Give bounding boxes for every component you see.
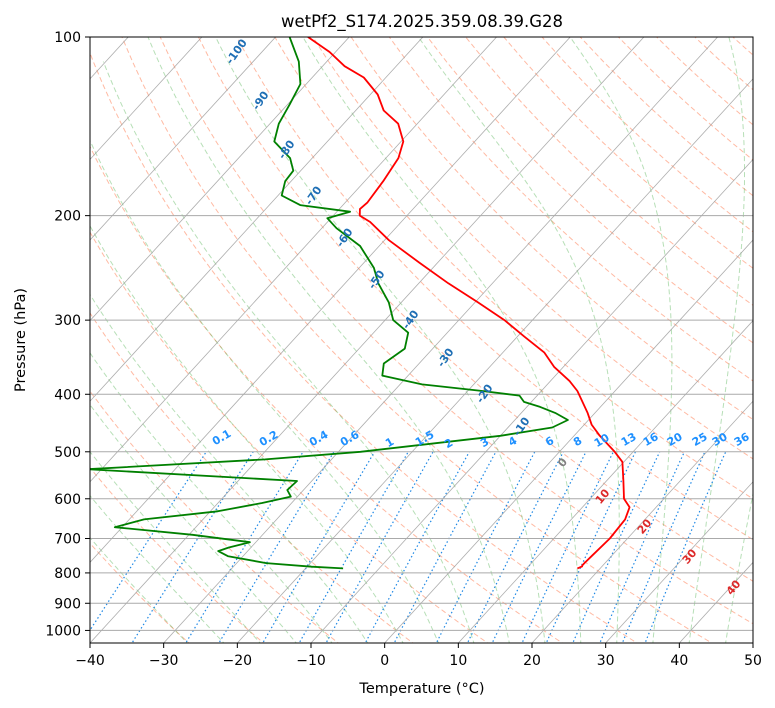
moist-adiabat-line	[90, 536, 188, 643]
isotherm-line	[90, 37, 424, 402]
isotherm-line	[531, 400, 753, 643]
dry-adiabat-line	[350, 37, 753, 421]
moist-adiabat-line	[90, 139, 440, 643]
x-tick-label: 40	[670, 653, 688, 669]
y-tick-label: 800	[54, 566, 81, 582]
moist-adiabat-line	[90, 352, 333, 643]
mixing-ratio-line	[466, 451, 564, 643]
x-axis: −40 −30 −20 −10 0 10 20 30 40 50	[75, 643, 762, 669]
moist-adiabat-line	[90, 494, 225, 643]
x-tick-label: −10	[296, 653, 326, 669]
plot-frame	[89, 36, 754, 644]
isotherm-line	[90, 37, 277, 241]
isotherm-line	[90, 37, 571, 563]
isotherm-line	[457, 320, 753, 643]
y-tick-label: 700	[54, 532, 81, 548]
x-tick-label: 0	[380, 653, 389, 669]
y-tick-label: 400	[54, 387, 81, 403]
y-axis: 1000 900 800 700 600 500 400 300 200 100	[45, 30, 90, 639]
profile-lines	[90, 37, 631, 570]
y-tick-label: 100	[54, 30, 81, 46]
y-tick-label: 200	[54, 209, 81, 225]
x-tick-label: 20	[523, 653, 541, 669]
x-tick-label: 30	[597, 653, 615, 669]
isotherm-line	[236, 78, 753, 643]
dry-adiabat-line	[465, 37, 753, 306]
isotherm-line	[384, 239, 753, 643]
mixing-ratio-line	[393, 451, 497, 643]
y-tick-label: 500	[54, 445, 81, 461]
mixing-ratio-line	[435, 451, 536, 643]
mixing-ratio-line	[545, 451, 637, 643]
moist-adiabat-line	[90, 293, 369, 643]
dry-adiabat-line	[197, 37, 753, 582]
isotherm-line	[90, 37, 645, 643]
mixing-ratio-line	[262, 451, 376, 643]
dry-adiabat-line	[236, 37, 753, 541]
isotherm-line	[163, 37, 719, 643]
moist-adiabat-line	[90, 450, 261, 643]
y-tick-label: 900	[54, 596, 81, 612]
chart-title: wetPf2_S174.2025.359.08.39.G28	[281, 12, 563, 32]
mixing-ratio-line	[185, 451, 304, 643]
dry-adiabat-line	[312, 37, 753, 460]
mixing-ratio-line	[521, 451, 614, 643]
isobar-gridlines	[90, 37, 753, 631]
y-axis-title: Pressure (hPa)	[13, 288, 29, 392]
y-tick-label: 300	[54, 313, 81, 329]
dry-adiabat-line	[427, 37, 753, 344]
isotherm-line	[90, 37, 203, 161]
isotherm-line	[90, 37, 498, 483]
isotherms	[90, 37, 753, 643]
dry-adiabat-line	[90, 51, 638, 643]
y-tick-label: 1000	[45, 623, 81, 639]
dewpoint-profile	[90, 37, 569, 570]
x-tick-label: −40	[75, 653, 105, 669]
isotherm-line	[310, 158, 753, 643]
isotherm-line	[90, 37, 350, 322]
x-axis-title: Temperature (°C)	[358, 681, 484, 697]
dry-adiabat-line	[90, 231, 489, 643]
moist-adiabat-line	[90, 403, 297, 643]
temperature-profile	[307, 37, 631, 570]
y-tick-label: 600	[54, 492, 81, 508]
x-tick-label: −20	[223, 653, 253, 669]
x-tick-label: 50	[744, 653, 762, 669]
plot-area	[90, 37, 753, 643]
mixing-ratio-line	[644, 451, 727, 643]
x-tick-label: −30	[149, 653, 179, 669]
isotherm-line	[605, 481, 753, 643]
x-tick-label: 10	[449, 653, 467, 669]
mixing-ratio-line	[90, 451, 207, 632]
